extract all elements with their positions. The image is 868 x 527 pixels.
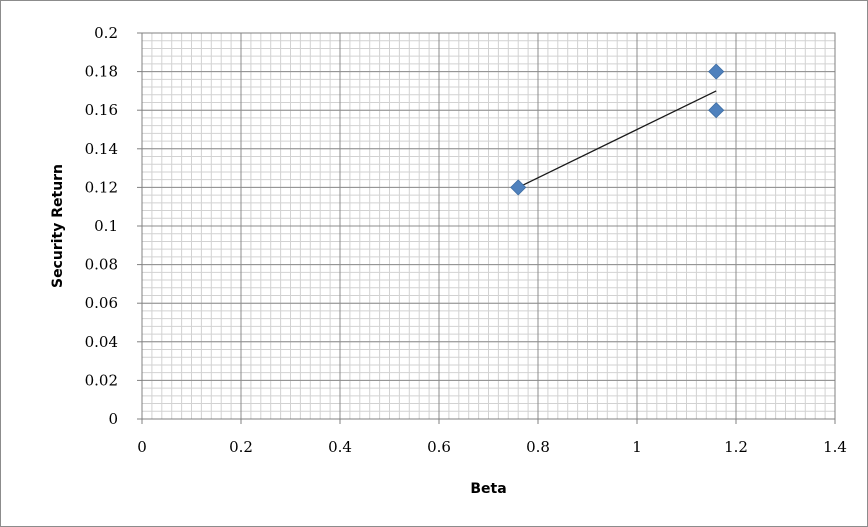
x-axis-ticks: 0 0.2 0.4 0.6 0.8 1 1.2 1.4	[137, 419, 847, 456]
y-tick-label: 0.16	[85, 101, 118, 119]
y-tick-label: 0.08	[85, 256, 118, 274]
x-tick-label: 1.4	[823, 438, 847, 456]
y-tick-label: 0.04	[85, 333, 118, 351]
data-point-diamond	[510, 179, 527, 196]
y-tick-label: 0.02	[85, 371, 118, 389]
x-tick-label: 0.8	[526, 438, 550, 456]
y-tick-label: 0	[108, 410, 118, 428]
x-tick-label: 1	[632, 438, 642, 456]
data-point-diamond	[708, 63, 725, 80]
data-points	[510, 63, 725, 196]
x-tick-label: 1.2	[724, 438, 748, 456]
x-axis-title: Beta	[470, 481, 506, 497]
y-tick-label: 0.14	[85, 140, 118, 158]
y-tick-label: 0.2	[94, 24, 118, 42]
x-tick-label: 0.4	[328, 438, 352, 456]
x-tick-label: 0.6	[427, 438, 451, 456]
y-axis-ticks: 0 0.02 0.04 0.06 0.08 0.1 0.12 0.14 0.16 0.18 0.2	[85, 24, 142, 428]
trend-line-group	[517, 90, 717, 188]
y-tick-label: 0.18	[85, 63, 118, 81]
y-tick-label: 0.1	[94, 217, 118, 235]
data-point-diamond	[708, 102, 725, 119]
x-tick-label: 0.2	[229, 438, 253, 456]
y-axis-title: Security Return	[50, 164, 66, 288]
y-tick-label: 0.12	[85, 178, 118, 196]
y-tick-label: 0.06	[85, 294, 118, 312]
trend-line	[517, 90, 717, 188]
x-tick-label: 0	[137, 438, 147, 456]
